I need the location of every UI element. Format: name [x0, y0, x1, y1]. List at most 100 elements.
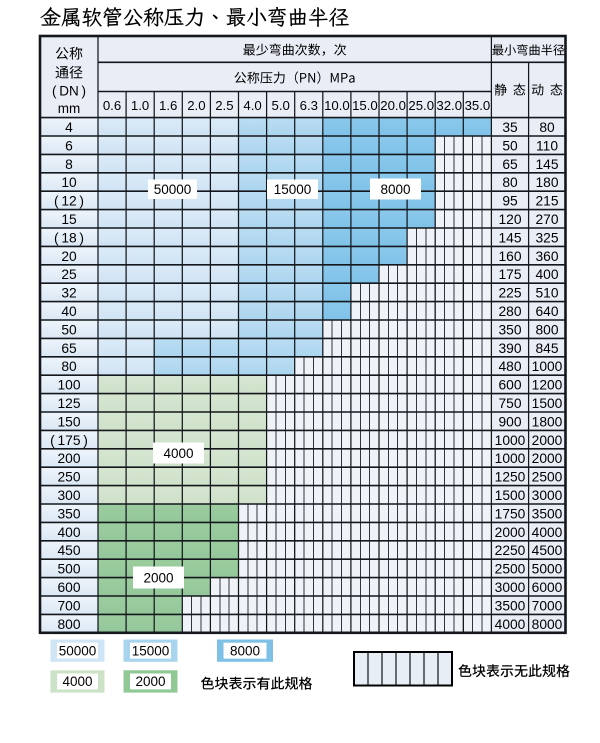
svg-text:15000: 15000	[132, 643, 170, 658]
svg-text:400: 400	[57, 525, 80, 540]
svg-text:20.0: 20.0	[380, 98, 406, 113]
svg-text:2000: 2000	[143, 570, 173, 585]
svg-text:4: 4	[65, 120, 73, 135]
svg-text:6.3: 6.3	[300, 98, 318, 113]
svg-text:50: 50	[61, 322, 77, 337]
svg-text:35: 35	[502, 120, 518, 135]
svg-text:500: 500	[57, 562, 80, 577]
svg-text:15000: 15000	[274, 182, 312, 197]
svg-text:2.5: 2.5	[215, 98, 233, 113]
svg-text:2.0: 2.0	[187, 98, 205, 113]
svg-text:65: 65	[502, 157, 518, 172]
svg-text:250: 250	[57, 470, 80, 485]
svg-text:3000: 3000	[532, 488, 563, 503]
svg-text:110: 110	[536, 138, 558, 153]
svg-text:2500: 2500	[495, 562, 526, 577]
svg-text:125: 125	[57, 396, 80, 411]
svg-text:( 18 ): ( 18 )	[54, 230, 84, 245]
svg-text:4000: 4000	[163, 446, 193, 461]
svg-text:200: 200	[57, 451, 80, 466]
svg-text:600: 600	[57, 580, 80, 595]
svg-text:4500: 4500	[532, 543, 563, 558]
svg-text:1750: 1750	[495, 506, 526, 521]
svg-text:mm: mm	[58, 101, 81, 116]
svg-text:10: 10	[61, 175, 77, 190]
svg-text:65: 65	[61, 341, 77, 356]
svg-text:3500: 3500	[532, 506, 563, 521]
svg-text:510: 510	[535, 286, 558, 301]
svg-text:25: 25	[61, 267, 77, 282]
svg-text:1200: 1200	[532, 378, 563, 393]
svg-text:180: 180	[535, 175, 558, 190]
svg-text:4000: 4000	[495, 617, 526, 632]
svg-text:2000: 2000	[495, 525, 526, 540]
svg-text:8000: 8000	[532, 617, 563, 632]
svg-text:50000: 50000	[59, 643, 97, 658]
svg-text:1000: 1000	[495, 451, 526, 466]
svg-text:1000: 1000	[532, 359, 563, 374]
svg-text:360: 360	[535, 249, 558, 264]
svg-text:150: 150	[57, 414, 80, 429]
svg-text:25.0: 25.0	[408, 98, 434, 113]
svg-text:640: 640	[535, 304, 558, 319]
svg-text:100: 100	[57, 378, 80, 393]
svg-text:1800: 1800	[532, 414, 563, 429]
svg-text:145: 145	[498, 230, 521, 245]
svg-text:0.6: 0.6	[103, 98, 121, 113]
svg-text:3000: 3000	[495, 580, 526, 595]
svg-text:390: 390	[498, 341, 521, 356]
svg-text:5000: 5000	[532, 562, 563, 577]
svg-text:6: 6	[65, 138, 73, 153]
svg-text:40: 40	[61, 304, 77, 319]
svg-text:32: 32	[61, 286, 76, 301]
svg-text:1.0: 1.0	[131, 98, 149, 113]
svg-text:1250: 1250	[495, 470, 526, 485]
svg-text:( 175 ): ( 175 )	[50, 433, 88, 448]
svg-text:280: 280	[498, 304, 521, 319]
svg-text:6000: 6000	[532, 580, 563, 595]
svg-text:20: 20	[61, 249, 77, 264]
svg-text:325: 325	[535, 230, 558, 245]
svg-text:450: 450	[57, 543, 80, 558]
svg-text:300: 300	[57, 488, 80, 503]
svg-text:1500: 1500	[495, 488, 526, 503]
svg-text:( 12 ): ( 12 )	[54, 194, 84, 209]
svg-text:270: 270	[535, 212, 558, 227]
svg-text:350: 350	[57, 506, 80, 521]
svg-text:750: 750	[498, 396, 521, 411]
svg-text:145: 145	[535, 157, 558, 172]
svg-text:2500: 2500	[532, 470, 563, 485]
svg-text:50000: 50000	[154, 182, 192, 197]
svg-text:7000: 7000	[532, 598, 563, 613]
svg-text:35.0: 35.0	[465, 98, 491, 113]
svg-text:4000: 4000	[532, 525, 563, 540]
svg-text:4000: 4000	[62, 674, 92, 689]
svg-text:15.0: 15.0	[352, 98, 378, 113]
svg-text:4.0: 4.0	[243, 98, 261, 113]
svg-text:845: 845	[535, 341, 558, 356]
svg-text:800: 800	[57, 617, 80, 632]
svg-text:80: 80	[61, 359, 77, 374]
svg-text:160: 160	[498, 249, 521, 264]
svg-text:95: 95	[502, 194, 518, 209]
svg-text:2000: 2000	[135, 674, 165, 689]
svg-text:80: 80	[502, 175, 518, 190]
svg-text:15: 15	[61, 212, 77, 227]
svg-text:2250: 2250	[495, 543, 526, 558]
svg-text:2000: 2000	[532, 433, 563, 448]
svg-text:215: 215	[535, 194, 558, 209]
svg-text:1500: 1500	[532, 396, 563, 411]
svg-text:700: 700	[57, 598, 80, 613]
svg-text:120: 120	[498, 212, 521, 227]
svg-text:8000: 8000	[230, 643, 260, 658]
svg-text:1000: 1000	[495, 433, 526, 448]
svg-text:600: 600	[498, 378, 521, 393]
svg-text:50: 50	[502, 138, 518, 153]
svg-text:480: 480	[498, 359, 521, 374]
svg-text:800: 800	[535, 322, 558, 337]
svg-text:1.6: 1.6	[159, 98, 177, 113]
svg-text:10.0: 10.0	[324, 98, 350, 113]
svg-text:8000: 8000	[380, 182, 410, 197]
svg-text:( DN ): ( DN )	[52, 84, 86, 99]
svg-text:225: 225	[498, 286, 521, 301]
